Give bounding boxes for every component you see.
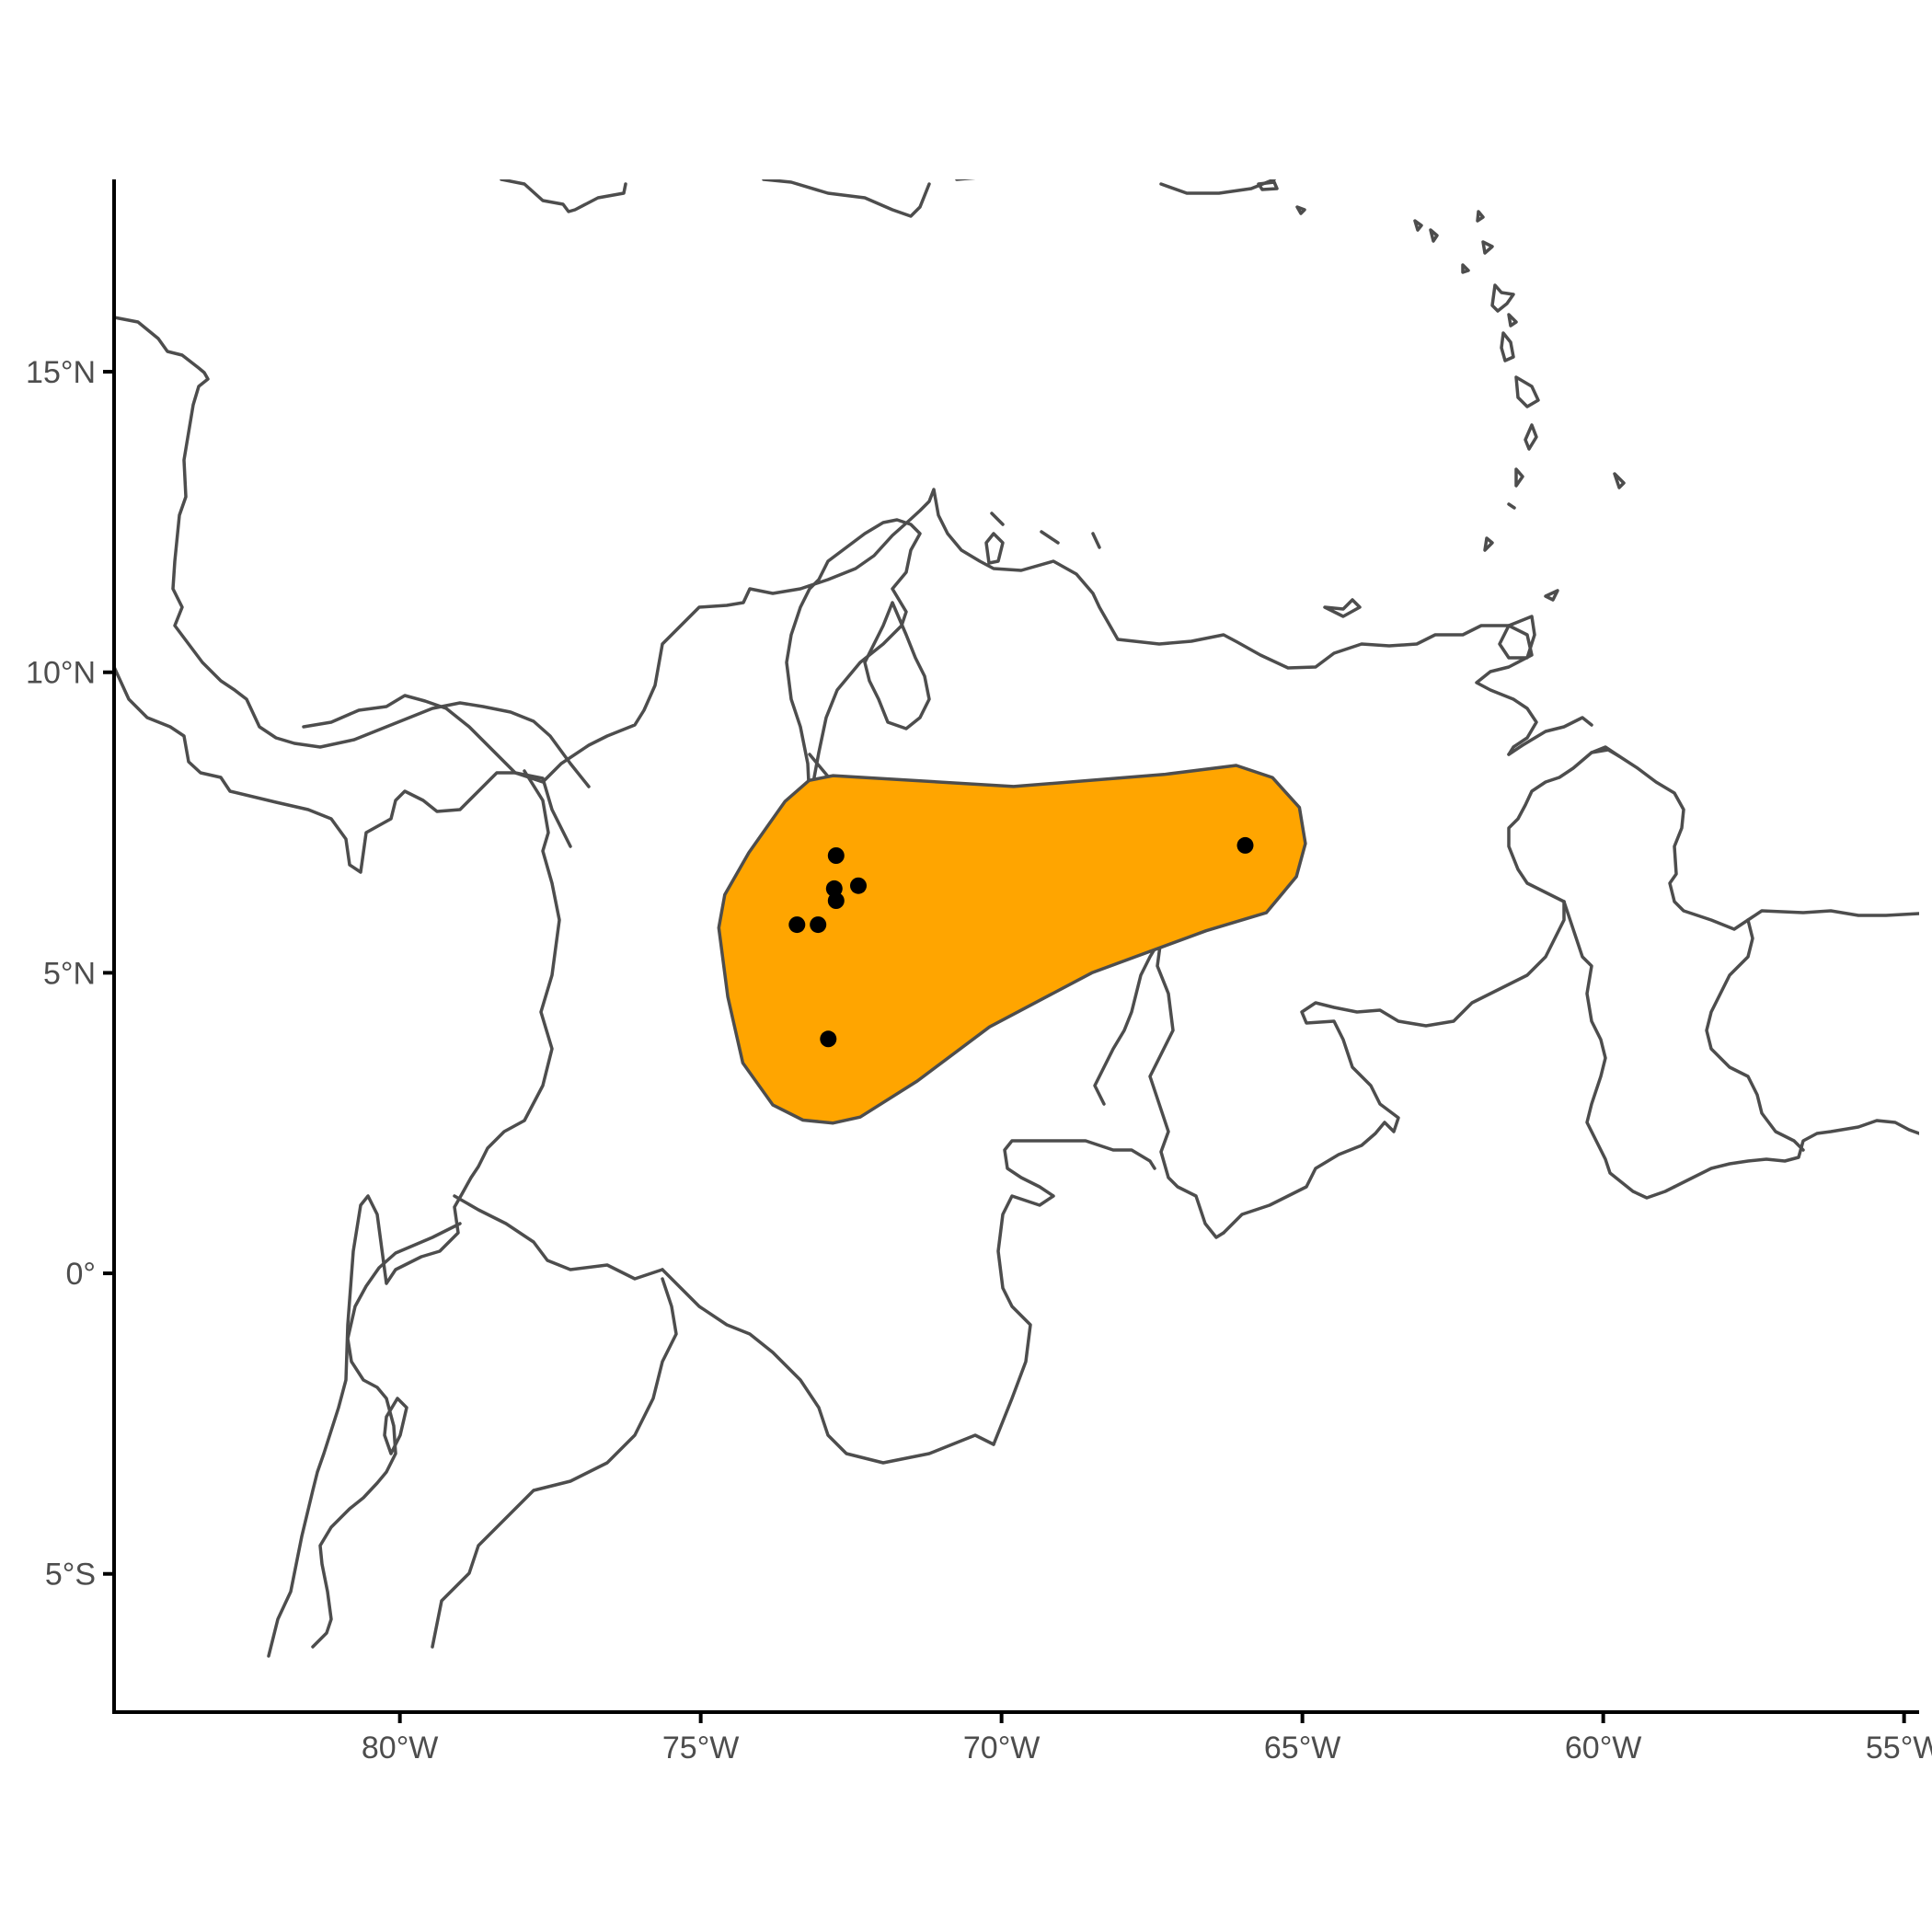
- cuba-coast: [762, 179, 976, 218]
- venezuela-brazil-border: [1222, 900, 1566, 1235]
- y-tick-label: 10°N: [26, 656, 96, 691]
- gulf-of-guayaquil: [383, 1397, 408, 1455]
- yucatan-coast: [500, 179, 627, 213]
- guyana-coast: [1590, 745, 1919, 931]
- lesser-antilles: [1295, 205, 1626, 602]
- occurrence-point: [810, 916, 827, 934]
- x-tick-label: 70°W: [963, 1731, 1041, 1765]
- guajira-peninsula: [785, 518, 922, 802]
- paraguana-peninsula: [984, 532, 1005, 565]
- occurrence-points: [788, 836, 1254, 1048]
- ecuador-peru-border: [431, 1277, 678, 1649]
- basemap-coastlines: [114, 179, 1919, 1658]
- y-tick-label: 5°S: [45, 1558, 96, 1593]
- occurrence-point: [827, 892, 845, 909]
- suriname-interior-border: [1705, 918, 1805, 1152]
- x-axis-ticks: 80°W 75°W 70°W 65°W 60°W 55°W: [362, 1712, 1932, 1765]
- y-tick-label: 15°N: [26, 355, 96, 390]
- colombia-brazil-border: [992, 1139, 1156, 1446]
- occurrence-point: [788, 916, 806, 934]
- venezuela-east-coast: [1507, 716, 1593, 756]
- occurrence-point: [820, 1030, 837, 1048]
- occurrence-point: [827, 847, 845, 864]
- y-axis-ticks: 15°N 10°N 5°N 0° 5°S: [26, 355, 114, 1593]
- x-tick-label: 80°W: [362, 1731, 439, 1765]
- puerto-rico-coast: [1257, 180, 1279, 191]
- occurrence-point: [850, 877, 867, 894]
- venezuela-guyana-border: [1507, 748, 1621, 903]
- central-america-pacific-coast: [114, 665, 572, 874]
- y-tick-label: 5°N: [43, 956, 96, 991]
- x-tick-label: 75°W: [662, 1731, 740, 1765]
- species-range-polygon: [717, 764, 1307, 1125]
- pacific-coast-south-america: [267, 769, 561, 1658]
- x-tick-label: 65°W: [1264, 1731, 1341, 1765]
- guyana-suriname-border: [1562, 900, 1676, 1200]
- panama-colombia-caribbean-coast: [302, 488, 1538, 784]
- lake-maracaibo: [863, 601, 931, 730]
- colombia-ecuador-border: [453, 1194, 664, 1281]
- y-tick-label: 0°: [65, 1257, 96, 1292]
- ecuador-coast: [311, 1222, 462, 1649]
- hispaniola-coast: [1159, 179, 1276, 195]
- margarita-island: [1323, 598, 1362, 618]
- x-tick-label: 60°W: [1565, 1731, 1642, 1765]
- brazil-north-border: [1093, 937, 1163, 1106]
- colombia-peru-border: [661, 1268, 995, 1465]
- occurrence-point: [1236, 836, 1254, 854]
- abc-islands: [990, 512, 1101, 549]
- suriname-frenchguiana-border: [1673, 1119, 1919, 1189]
- trinidad: [1498, 615, 1536, 660]
- central-america-coast: [114, 316, 591, 788]
- range-layer: [717, 764, 1307, 1125]
- x-tick-label: 55°W: [1866, 1731, 1932, 1765]
